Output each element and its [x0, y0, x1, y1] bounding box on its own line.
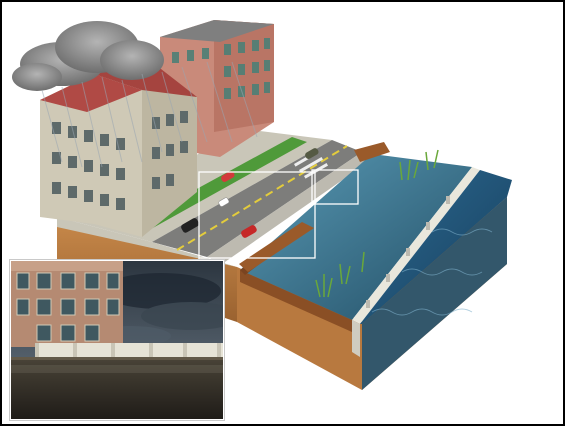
stone-building — [40, 62, 197, 237]
car-icon — [181, 218, 199, 233]
reeds — [315, 149, 439, 298]
riverside-bank — [239, 142, 390, 272]
car-icon — [305, 148, 319, 159]
highlight-box-floodwall — [311, 169, 359, 205]
inset-floodwall-closeup — [10, 260, 224, 420]
highlight-box-street — [198, 171, 316, 259]
inset-illustration — [11, 261, 223, 419]
car-icon — [221, 171, 235, 182]
floodwall — [352, 167, 480, 357]
car-icon — [241, 225, 257, 238]
inset-brick-building — [11, 261, 123, 347]
open-water — [360, 170, 512, 390]
rain — [41, 61, 258, 168]
inset-floodwater — [11, 357, 223, 419]
car-icon — [218, 197, 230, 207]
storm-cloud-icon — [12, 21, 164, 91]
